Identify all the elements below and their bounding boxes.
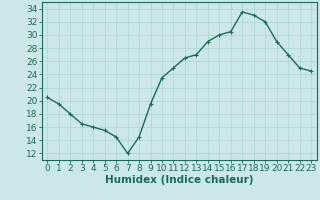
X-axis label: Humidex (Indice chaleur): Humidex (Indice chaleur) (105, 175, 253, 185)
